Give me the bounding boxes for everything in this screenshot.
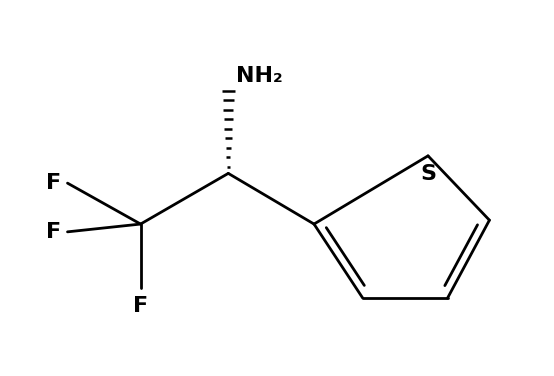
Text: F: F [45,222,61,242]
Text: F: F [45,173,61,193]
Text: F: F [133,296,148,316]
Text: S: S [420,164,436,183]
Text: NH₂: NH₂ [236,66,283,86]
